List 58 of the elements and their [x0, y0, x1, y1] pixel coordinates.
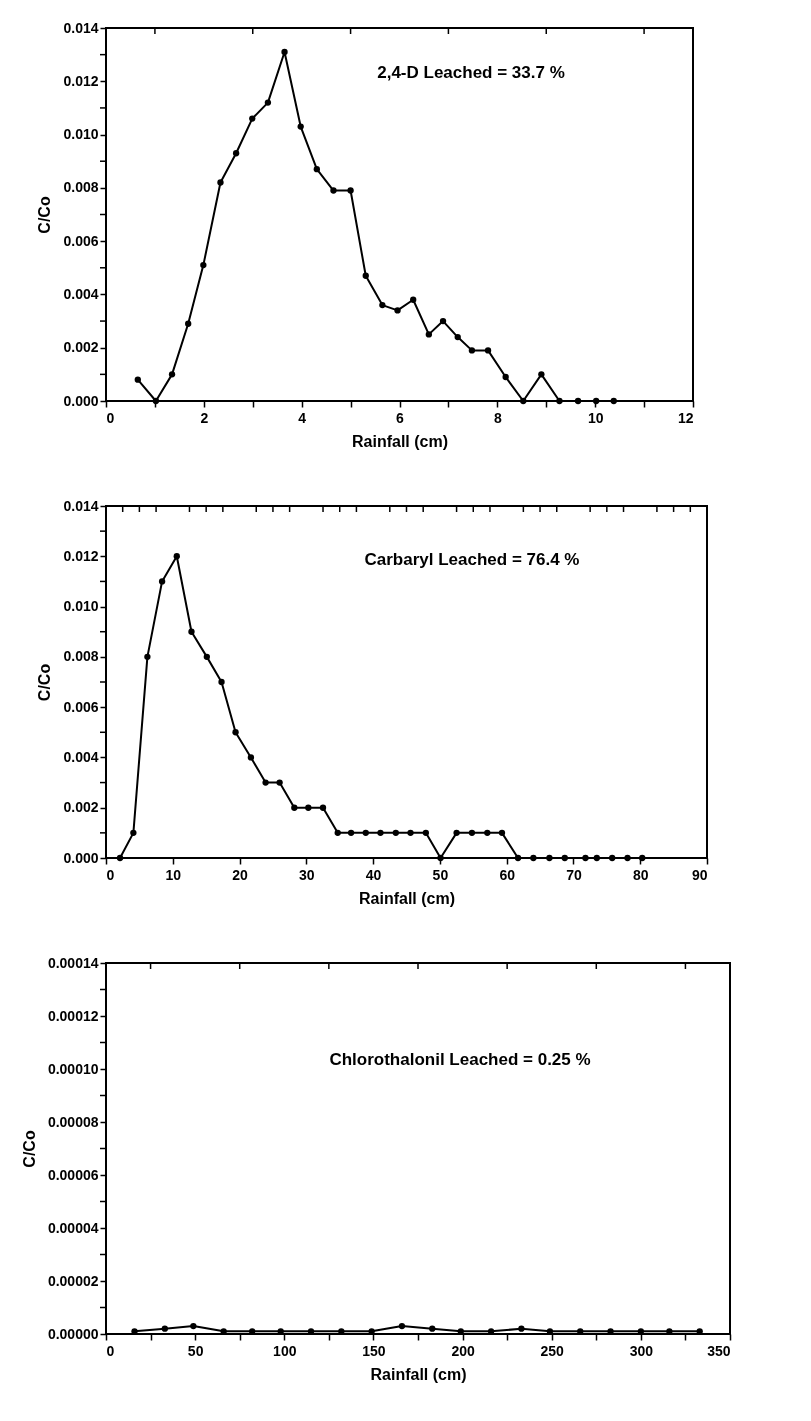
y-tick-label: 0.00006	[47, 1166, 99, 1183]
y-tick-label: 0.006	[63, 232, 99, 249]
y-tick-label: 0.012	[63, 547, 99, 564]
annotation: 2,4-D Leached = 33.7 %	[377, 63, 565, 82]
x-tick-label: 80	[632, 866, 649, 883]
y-tick-label: 0.008	[63, 179, 99, 196]
x-tick-label: 250	[540, 1342, 565, 1359]
x-tick-label: 2	[200, 409, 209, 426]
x-tick-label: 0	[106, 866, 115, 883]
x-tick-label: 10	[165, 866, 182, 883]
x-tick-label: 12	[677, 409, 694, 426]
x-tick-label: 100	[273, 1342, 297, 1359]
x-tick-label: 40	[365, 866, 382, 883]
y-tick-label: 0.00004	[47, 1219, 99, 1236]
y-tick-label: 0.004	[63, 285, 99, 302]
y-tick-label: 0.014	[63, 19, 99, 36]
x-axis-title: Rainfall (cm)	[351, 432, 449, 450]
x-tick-label: 300	[629, 1342, 654, 1359]
x-axis-title: Rainfall (cm)	[358, 889, 456, 907]
annotation: Carbaryl Leached = 76.4 %	[364, 550, 580, 569]
x-tick-label: 60	[499, 866, 516, 883]
x-tick-label: 150	[362, 1342, 386, 1359]
y-tick-label: 0.006	[63, 698, 99, 715]
x-tick-label: 350	[707, 1342, 731, 1359]
x-tick-label: 70	[566, 866, 582, 883]
y-axis-title: C/Co	[36, 663, 54, 702]
y-tick-label: 0.000	[63, 392, 99, 409]
x-tick-label: 30	[299, 866, 315, 883]
x-tick-label: 200	[451, 1342, 475, 1359]
y-tick-label: 0.00002	[47, 1272, 99, 1289]
y-tick-label: 0.00000	[47, 1325, 99, 1342]
annotation: Chlorothalonil Leached = 0.25 %	[329, 1050, 591, 1069]
y-tick-label: 0.010	[63, 126, 99, 143]
x-axis-title: Rainfall (cm)	[370, 1365, 467, 1383]
y-tick-label: 0.008	[63, 648, 99, 665]
x-tick-label: 10	[587, 409, 604, 426]
y-tick-label: 0.00010	[47, 1060, 99, 1077]
x-tick-label: 0	[106, 409, 115, 426]
y-tick-label: 0.00008	[47, 1113, 99, 1130]
y-tick-label: 0.00014	[47, 954, 99, 971]
x-tick-label: 6	[396, 409, 405, 426]
x-tick-label: 50	[187, 1342, 204, 1359]
y-axis-title: C/Co	[36, 196, 54, 234]
x-tick-label: 8	[493, 409, 502, 426]
x-tick-label: 4	[298, 409, 307, 426]
y-axis-title: C/Co	[20, 1130, 38, 1168]
x-tick-label: 90	[691, 866, 708, 883]
x-tick-label: 20	[232, 866, 249, 883]
y-tick-label: 0.012	[63, 72, 99, 89]
x-tick-label: 50	[432, 866, 449, 883]
y-tick-label: 0.002	[63, 799, 99, 816]
y-tick-label: 0.000	[63, 849, 99, 866]
y-tick-label: 0.00012	[47, 1007, 99, 1024]
y-tick-label: 0.014	[63, 497, 99, 514]
y-tick-label: 0.002	[63, 339, 99, 356]
y-tick-label: 0.010	[63, 598, 99, 615]
y-tick-label: 0.004	[63, 748, 99, 765]
x-tick-label: 0	[106, 1342, 115, 1359]
